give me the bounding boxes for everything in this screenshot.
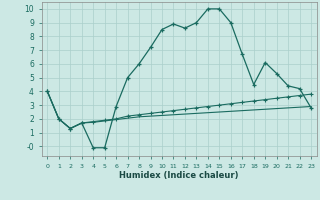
X-axis label: Humidex (Indice chaleur): Humidex (Indice chaleur) [119, 171, 239, 180]
